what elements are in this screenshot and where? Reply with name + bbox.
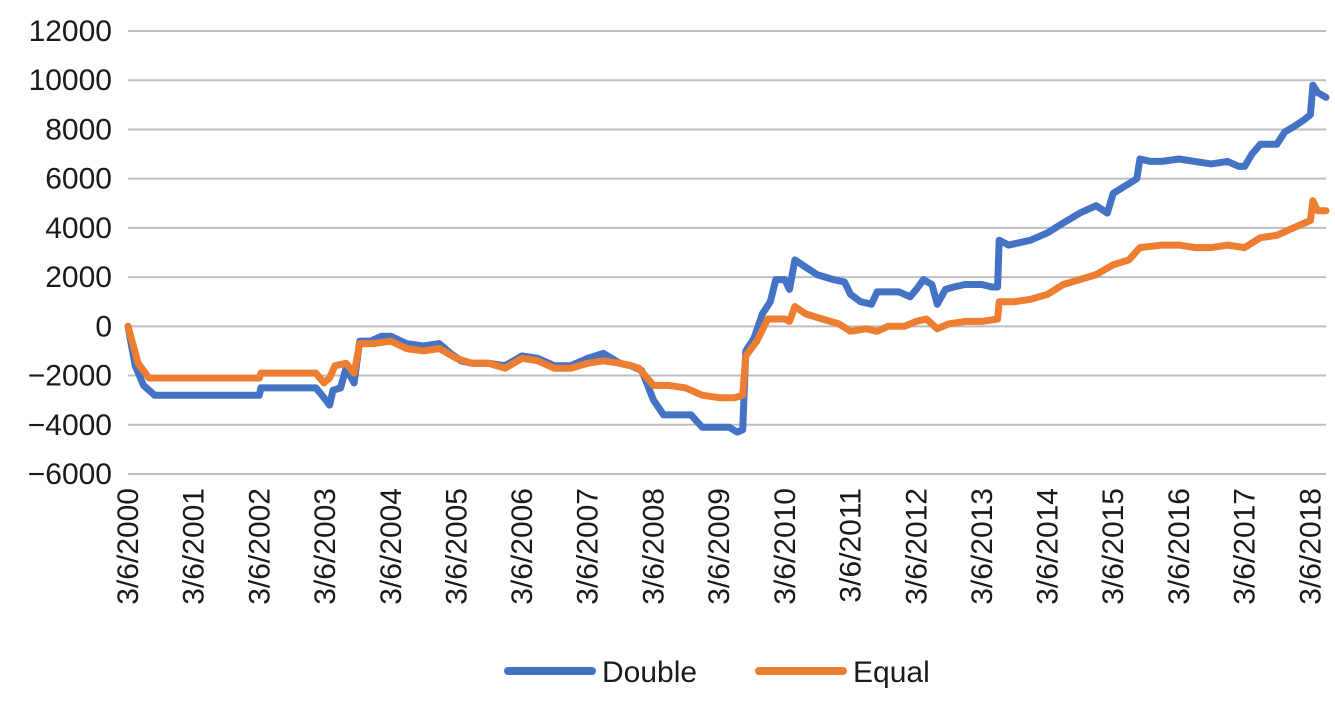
x-tick-label: 3/6/2004 [375,488,408,605]
x-tick-label: 3/6/2011 [834,488,867,603]
x-tick-label: 3/6/2003 [309,488,342,605]
legend-label-equal: Equal [853,656,930,689]
x-tick-label: 3/6/2002 [243,488,276,605]
series-lines [124,81,1330,436]
y-tick-label: 12000 [29,15,112,48]
x-tick-label: 3/6/2005 [440,488,473,605]
x-tick-label: 3/6/2000 [112,488,145,605]
gridlines [128,30,1326,475]
legend: Double Equal [504,656,930,689]
x-tick-label: 3/6/2012 [900,488,933,605]
x-tick-label: 3/6/2013 [966,488,999,605]
series-line-equal [124,197,1330,402]
x-tick-label: 3/6/2015 [1097,488,1130,605]
y-tick-label: 4000 [45,212,112,245]
y-tick-label: 8000 [45,113,112,146]
x-tick-label: 3/6/2008 [638,488,671,605]
x-tick-label: 3/6/2009 [703,488,736,605]
x-tick-label: 3/6/2017 [1229,488,1262,605]
y-tick-label: 10000 [29,64,112,97]
legend-label-double: Double [602,656,697,689]
series-line-double [124,81,1330,436]
y-tick-label: −6000 [28,458,112,491]
x-tick-label: 3/6/2016 [1163,488,1196,605]
x-tick-label: 3/6/2018 [1294,488,1327,605]
x-tick-label: 3/6/2001 [178,488,211,605]
y-tick-label: −4000 [28,409,112,442]
y-tick-label: −2000 [28,360,112,393]
x-tick-label: 3/6/2014 [1032,488,1065,605]
x-tick-label: 3/6/2010 [769,488,802,605]
y-tick-label: 2000 [45,261,112,294]
y-tick-label: 0 [95,310,112,343]
y-tick-label: 6000 [45,163,112,196]
x-tick-label: 3/6/2007 [572,488,605,605]
x-tick-label: 3/6/2006 [506,488,539,605]
y-axis-tick-labels: −6000 −4000 −2000 0 2000 4000 6000 8000 10000 120… [28,15,112,491]
x-axis-tick-labels: 3/6/2000 3/6/2001 3/6/2002 3/6/2003 3/6/2004… [112,488,1327,605]
